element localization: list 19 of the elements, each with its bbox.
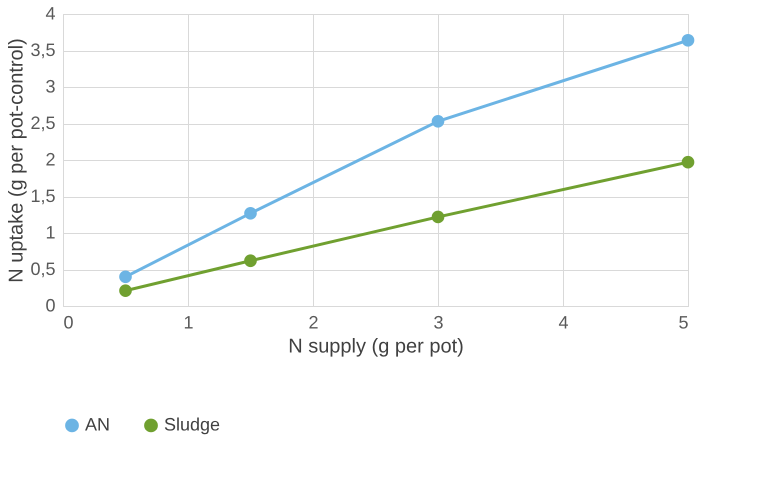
x-tick-label: 5 [678,312,688,332]
legend-label: Sludge [164,414,220,434]
y-axis-title: N uptake (g per pot-control) [5,38,28,283]
x-tick-label: 0 [64,312,74,332]
y-tick-label: 4 [45,4,56,24]
y-tick-label: 3,5 [30,40,56,60]
x-axis-title: N supply (g per pot) [288,336,464,358]
y-tick-label: 0 [45,296,56,316]
x-tick-label: 2 [308,312,319,332]
y-tick-label: 1,5 [30,186,56,206]
y-tick-label: 3 [45,76,56,96]
x-tick-label: 3 [433,312,444,332]
y-tick-label: 0,5 [30,259,56,279]
y-tick-label: 2,5 [30,113,56,133]
x-tick-label: 1 [183,312,194,332]
y-tick-label: 2 [45,150,56,170]
x-tick-label: 4 [558,312,569,332]
y-tick-label: 1 [45,222,56,242]
legend-label: AN [85,414,110,434]
